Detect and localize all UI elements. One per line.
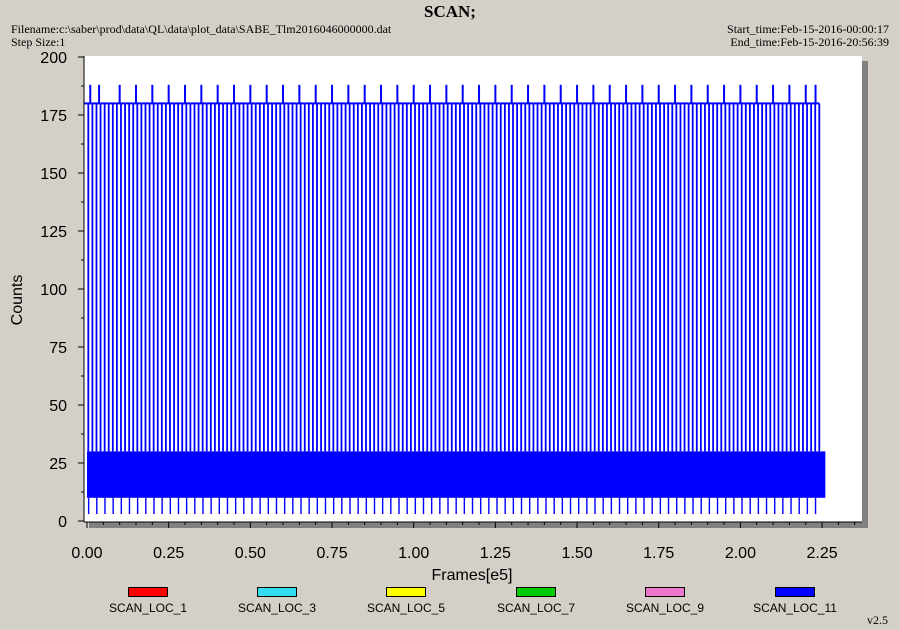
y-tick-label: 25 [49, 456, 67, 473]
start-time-text: Start_time:Feb-15-2016-00:00:17 [727, 22, 889, 36]
series-layer [84, 84, 826, 515]
y-tick-label: 200 [40, 50, 67, 67]
chart-title: SCAN; [424, 2, 476, 21]
legend-swatch [775, 587, 815, 597]
x-tick-label: 0.50 [235, 545, 266, 562]
y-tick-label: 125 [40, 224, 67, 241]
x-tick-label: 1.50 [561, 545, 592, 562]
step-size-text: Step Size:1 [11, 35, 66, 49]
x-tick-label: 2.00 [725, 545, 756, 562]
filename-text: Filename:c:\saber\prod\data\QL\data\plot… [11, 22, 392, 36]
legend-item: SCAN_LOC_9 [600, 585, 730, 615]
y-tick-label: 150 [40, 166, 67, 183]
legend-item: SCAN_LOC_11 [730, 585, 860, 615]
y-tick-label: 0 [58, 514, 67, 531]
series-scan-loc-11-baseband [87, 451, 826, 498]
y-tick-label: 100 [40, 282, 67, 299]
axis-layer: 0 25 50 75 100 125 150 175 200 0.00 0.25 0.50 0.75 1.… [40, 50, 862, 562]
legend-swatch [386, 587, 426, 597]
legend-label: SCAN_LOC_5 [366, 601, 446, 615]
x-tick-label: 1.00 [398, 545, 429, 562]
x-tick-label: 0.75 [316, 545, 347, 562]
legend-swatch [516, 587, 556, 597]
time-info: Start_time:Feb-15-2016-00:00:17 End_time… [727, 23, 889, 49]
x-tick-label: 2.25 [807, 545, 838, 562]
y-tick-label: 75 [49, 340, 67, 357]
version-label: v2.5 [867, 613, 888, 627]
legend-label: SCAN_LOC_9 [625, 601, 705, 615]
legend-item: SCAN_LOC_3 [212, 585, 342, 615]
legend-label: SCAN_LOC_1 [108, 601, 188, 615]
legend-swatch [257, 587, 297, 597]
x-tick-label: 1.25 [480, 545, 511, 562]
legend-swatch [645, 587, 685, 597]
y-tick-label: 175 [40, 108, 67, 125]
legend-label: SCAN_LOC_11 [753, 601, 837, 615]
end-time-text: End_time:Feb-15-2016-20:56:39 [730, 35, 889, 49]
x-tick-label: 1.75 [643, 545, 674, 562]
legend-item: SCAN_LOC_1 [83, 585, 213, 615]
legend-item: SCAN_LOC_7 [471, 585, 601, 615]
file-info: Filename:c:\saber\prod\data\QL\data\plot… [11, 23, 391, 49]
legend-label: SCAN_LOC_3 [237, 601, 317, 615]
legend-item: SCAN_LOC_5 [341, 585, 471, 615]
legend-swatch [128, 587, 168, 597]
legend-label: SCAN_LOC_7 [496, 601, 576, 615]
y-axis-label: Counts [9, 275, 26, 326]
x-tick-label: 0.00 [71, 545, 102, 562]
x-tick-label: 0.25 [153, 545, 184, 562]
x-axis-label: Frames[e5] [432, 567, 513, 584]
legend: SCAN_LOC_1 SCAN_LOC_3 SCAN_LOC_5 SCAN_LOC_7… [0, 585, 900, 625]
y-tick-label: 50 [49, 398, 67, 415]
